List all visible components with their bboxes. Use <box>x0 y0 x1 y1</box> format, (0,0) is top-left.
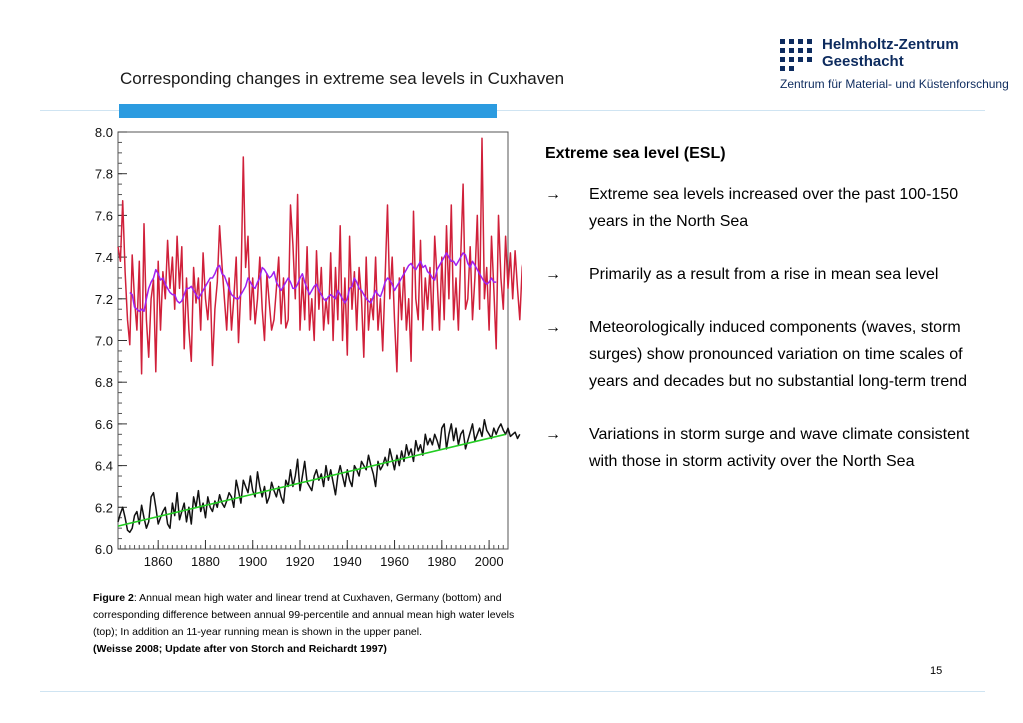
caption-reference: (Weisse 2008; Update after von Storch an… <box>93 643 387 655</box>
x-tick-label: 1860 <box>144 554 173 569</box>
bullet-text: Meteorologically induced components (wav… <box>589 319 968 390</box>
sea-level-chart: 6.0 6.2 6.4 6.6 6.8 7.0 7.2 7.4 7.6 7.8 8.0 1860 188… <box>95 125 522 569</box>
caption-label: Figure 2 <box>93 592 134 604</box>
bullet-text: Extreme sea levels increased over the pa… <box>589 186 959 230</box>
x-tick-label: 1940 <box>333 554 362 569</box>
running-mean-series <box>129 252 497 313</box>
y-tick-label: 6.8 <box>95 375 113 390</box>
y-tick-label: 6.2 <box>95 500 113 515</box>
x-tick-label: 2000 <box>475 554 504 569</box>
bullet-item: → Meteorologically induced components (w… <box>545 314 995 395</box>
bullet-text: Variations in storm surge and wave clima… <box>589 426 970 470</box>
y-tick-label: 7.8 <box>95 167 113 182</box>
y-tick-label: 7.6 <box>95 208 113 223</box>
arrow-icon: → <box>545 426 561 443</box>
bottom-rule <box>40 691 985 692</box>
arrow-icon: → <box>545 266 561 283</box>
y-tick-label: 6.6 <box>95 417 113 432</box>
x-tick-label: 1920 <box>286 554 315 569</box>
x-tick-label: 1960 <box>380 554 409 569</box>
linear-trend-line <box>117 433 506 527</box>
x-tick-label: 1900 <box>238 554 267 569</box>
caption-text: : Annual mean high water and linear tren… <box>93 592 515 638</box>
y-tick-label: 6.0 <box>95 542 113 557</box>
page-number: 15 <box>930 665 943 677</box>
logo-name-line2: Geesthacht <box>822 53 904 70</box>
slide-title: Corresponding changes in extreme sea lev… <box>120 69 565 88</box>
logo-name-line1: Helmholtz-Zentrum <box>822 36 959 53</box>
esl-heading: Extreme sea level (ESL) <box>545 145 726 162</box>
logo-subtitle: Zentrum für Material- und Küstenforschun… <box>780 77 1009 91</box>
x-tick-label: 1880 <box>191 554 220 569</box>
mean-high-water-series <box>117 418 521 534</box>
arrow-icon: → <box>545 319 561 336</box>
top-rule <box>40 110 985 111</box>
institution-logo: Helmholtz-Zentrum Geesthacht Zentrum für… <box>780 36 1009 96</box>
arrow-icon: → <box>545 186 561 203</box>
y-tick-label: 7.4 <box>95 250 113 265</box>
y-tick-label: 7.2 <box>95 292 113 307</box>
y-tick-label: 7.0 <box>95 334 113 349</box>
y-tick-label: 6.4 <box>95 459 113 474</box>
bullet-item: → Variations in storm surge and wave cli… <box>545 421 995 475</box>
y-tick-label: 8.0 <box>95 125 113 140</box>
logo-dots-icon <box>780 39 812 71</box>
bullet-item: → Extreme sea levels increased over the … <box>545 181 995 235</box>
figure-caption: Figure 2: Annual mean high water and lin… <box>93 590 533 658</box>
right-panel: Extreme sea level (ESL) → Extreme sea le… <box>545 145 995 501</box>
bullet-text: Primarily as a result from a rise in mea… <box>589 266 939 283</box>
title-accent-bar <box>119 104 497 118</box>
x-tick-label: 1980 <box>427 554 456 569</box>
bullet-item: → Primarily as a result from a rise in m… <box>545 261 995 288</box>
